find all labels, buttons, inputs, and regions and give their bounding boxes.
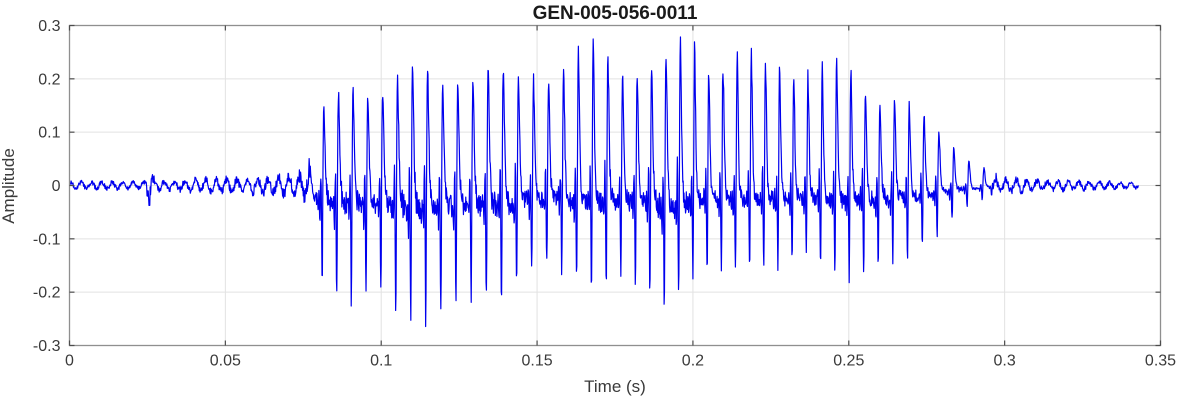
y-tick-label: -0.1 [33,231,61,248]
y-tick-label: 0.1 [38,125,60,142]
grid-lines [69,25,1161,346]
x-tick-label: 0.3 [994,353,1016,370]
chart-title: GEN-005-056-0011 [533,3,698,24]
x-tick-label: 0.25 [833,353,864,370]
x-tick-label: 0.2 [682,353,704,370]
x-tick-label: 0.1 [370,353,392,370]
x-tick-label: 0.15 [522,353,553,370]
y-tick-label: -0.3 [33,338,61,355]
x-tick-labels: 0 0.05 0.1 0.15 0.2 0.25 0.3 0.35 [65,353,1176,370]
x-tick-label: 0.35 [1145,353,1176,370]
y-tick-label: 0.2 [38,71,60,88]
y-tick-labels: -0.3 -0.2 -0.1 0 0.1 0.2 0.3 [33,18,61,355]
y-tick-label: -0.2 [33,285,61,302]
y-tick-label: 0.3 [38,18,60,35]
plot-area: 0 0.05 0.1 0.15 0.2 0.25 0.3 0.35-0.3-0.2-0.100… [33,18,1176,370]
x-tick-label: 0 [65,353,74,370]
y-tick-label: 0 [52,178,61,195]
x-axis-label: Time (s) [584,377,646,396]
axis-ticks [68,24,1162,347]
y-axis-label: Amplitude [0,148,18,224]
waveform-path [68,36,1139,328]
x-tick-label: 0.05 [210,353,241,370]
